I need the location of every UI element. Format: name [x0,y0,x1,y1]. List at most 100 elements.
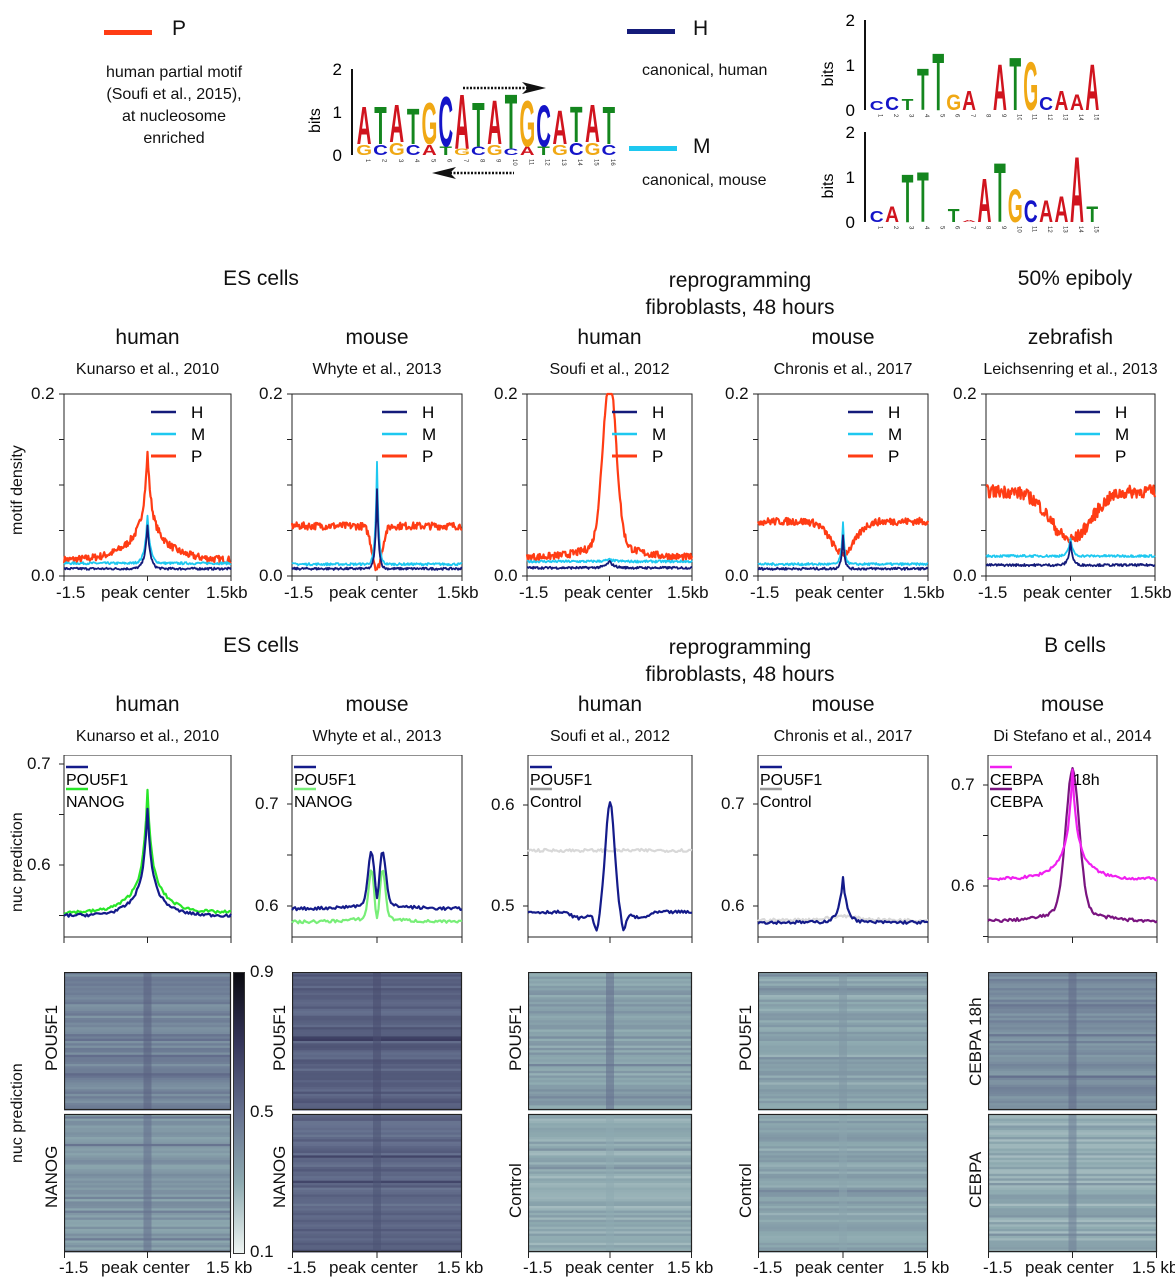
panel-reference: Kunarso et al., 2010 [75,728,220,745]
heatmap-block-CEBPA 18h [988,972,1158,1111]
logo-letter: G [487,142,503,159]
panel-reference: Leichsenring et al., 2013 [983,361,1158,378]
logo-letter: A [978,165,992,233]
logo-letter: A [1055,189,1069,231]
nuc-prediction-chart: POU5F1 NANOG [59,755,232,943]
logo-ylabel: bits [307,108,324,133]
logo-position: 7 [462,159,468,163]
heatmap-row-label: POU5F1 [736,1004,755,1071]
logo-letter: G [389,140,405,160]
series-line-H [63,524,232,571]
colorbar-gradient [233,972,245,1254]
heatmap-frame [64,972,232,1111]
panel-title: human [115,693,180,716]
series-line-H [757,534,929,571]
panel-title: mouse [1040,693,1105,716]
x-tick-label-right: 1.5 kb [1132,1258,1175,1277]
logo-letter: G [1008,180,1023,232]
series-line [291,850,463,912]
x-tick-label-right: 1.5kb [667,583,709,602]
logo-ylabel: bits [820,174,837,199]
logo-letter: C [373,142,388,159]
legend-text: NANOG [294,794,353,811]
heatmap-frame [988,972,1158,1111]
logo-letter: C [870,208,884,226]
y-tick-label: 0.7 [951,775,975,794]
logo-position: 11 [1031,226,1037,233]
y-tick-label: 0.5 [491,896,515,915]
x-tick-label-center: peak center [101,583,190,602]
logo-position: 2 [892,114,898,118]
logo-position: 15 [1092,114,1098,120]
logo-tick: 2 [846,11,855,30]
legend-text-H: H [1115,403,1127,422]
heatmap-block-POU5F1 [758,972,929,1111]
y-tick-label: 0.0 [259,566,283,585]
panel-title: mouse [811,693,875,716]
x-tick-label-right: 1.5kb [437,583,479,602]
group-title-line: reprogramming [668,636,812,659]
panel-title: mouse [811,326,875,349]
x-tick-label-center: peak center [1023,583,1112,602]
panel-title: human [115,326,180,349]
x-tick-label-center: peak center [101,1258,190,1277]
logo-letter: T [902,96,914,114]
legend-text: POU5F1 [760,772,822,789]
x-tick-label-right: 1.5kb [206,583,248,602]
y-tick-label: 0.0 [31,566,55,585]
logo-letter: A [487,88,502,158]
legend-text-P: P [1115,447,1126,466]
heatmap-frame [528,1113,693,1253]
logo-letter: T [1086,203,1098,227]
logo-letter: T [407,100,420,156]
panel-title: mouse [345,693,409,716]
logo-tick: 0 [846,101,855,120]
logo-tick: 0 [846,213,855,232]
logo-position: 16 [609,159,615,166]
heatmap-block-POU5F1 [528,972,693,1111]
heatmap-center-stripe [373,972,381,1110]
logo-position: 5 [938,114,944,118]
logo-position: 9 [1000,114,1006,118]
logo-letter: A [553,101,568,154]
series-line-P [290,521,463,572]
logo-position: 11 [1031,114,1037,120]
logo-letter: A [455,80,470,166]
reverse-arrow-head [432,167,456,179]
legend-label-H: H [693,17,709,40]
legend-text-H: H [888,403,900,422]
y-tick-label: 0.7 [721,794,745,813]
logo-position: 11 [527,159,533,166]
logo-position: 1 [877,226,883,230]
heatmap-center-stripe [1068,972,1077,1110]
logo-position: 6 [446,159,452,163]
series-line [63,807,232,918]
legend-line-H [627,29,675,34]
logo-letter: T [472,90,484,160]
logo-position: 9 [495,159,501,163]
description-line: enriched [143,130,205,147]
legend-label-P: P [172,17,187,40]
logo-position: 10 [511,159,517,166]
logo-letter: C [1024,196,1038,230]
logo-position: 15 [1092,226,1098,233]
logo-letter: A [1055,85,1069,117]
heatmap-block-POU5F1 [292,972,463,1111]
heatmap-center-stripe [143,972,152,1110]
series-line-M [291,460,463,567]
legend-text-M: M [422,425,436,444]
group-title-line: fibroblasts, 48 hours [645,296,835,319]
heatmap-frame [528,972,693,1111]
series-line-H [985,541,1156,568]
logo-tick: 2 [333,60,342,79]
logo-tick: 0 [333,146,342,165]
heatmap-frame [758,972,929,1111]
logo-position: 6 [954,226,960,230]
series-line [987,767,1158,924]
logo-tick: 1 [846,168,855,187]
series-line [527,847,693,854]
logo-letter: T [1009,42,1021,120]
logo-letter: G [421,92,437,158]
y-tick-label: 0.6 [27,855,51,874]
heatmap-row-label: POU5F1 [270,1004,289,1071]
